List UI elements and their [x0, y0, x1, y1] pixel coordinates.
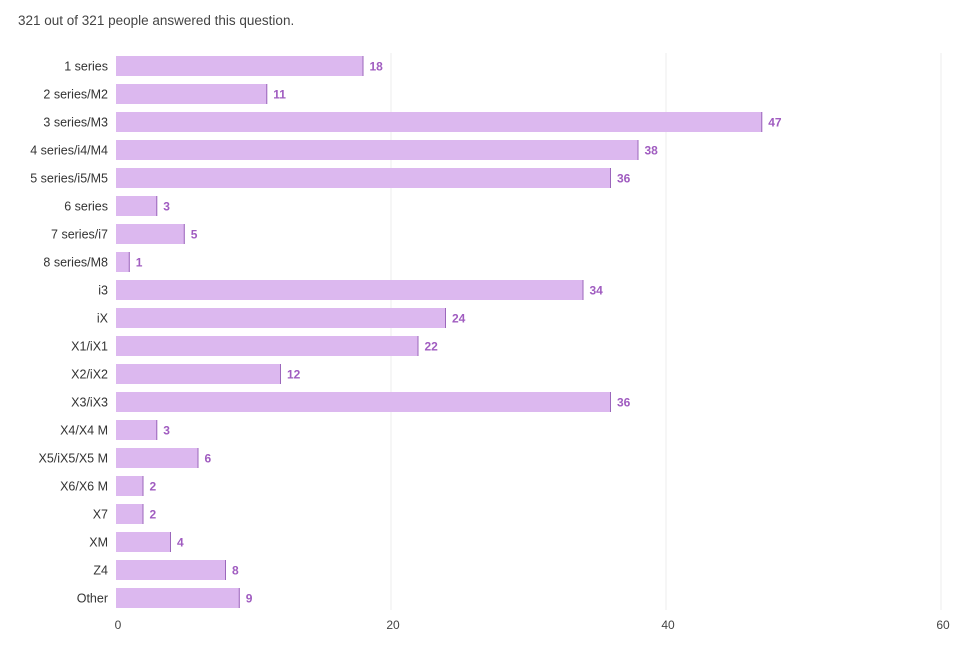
category-label: iX — [97, 312, 109, 326]
bar — [116, 504, 144, 524]
label-layer: 1 series 182 series/M2 113 series/M3 474 se… — [30, 60, 782, 606]
x-tick-label: 40 — [661, 618, 675, 632]
value-label: 9 — [246, 592, 253, 606]
bar — [116, 84, 268, 104]
value-label: 12 — [287, 368, 301, 382]
bar — [116, 280, 584, 300]
category-label: X7 — [93, 508, 108, 522]
bar — [116, 112, 763, 132]
value-label: 38 — [645, 144, 659, 158]
x-tick-label: 60 — [936, 618, 950, 632]
category-label: X2/iX2 — [71, 368, 108, 382]
category-label: i3 — [98, 284, 108, 298]
bar — [116, 392, 611, 412]
bar — [116, 308, 446, 328]
value-label: 22 — [425, 340, 439, 354]
category-label: X4/X4 M — [60, 424, 108, 438]
value-label: 3 — [163, 200, 170, 214]
category-label: X3/iX3 — [71, 396, 108, 410]
category-label: Other — [77, 592, 108, 606]
category-label: 7 series/i7 — [51, 228, 108, 242]
bar — [116, 140, 639, 160]
bar — [116, 420, 158, 440]
bar — [116, 532, 171, 552]
value-label: 34 — [590, 284, 604, 298]
value-label: 36 — [617, 396, 631, 410]
value-label: 36 — [617, 172, 631, 186]
category-label: X5/iX5/X5 M — [39, 452, 108, 466]
category-label: 6 series — [64, 200, 108, 214]
value-label: 47 — [768, 116, 782, 130]
category-label: 1 series — [64, 60, 108, 74]
response-summary: 321 out of 321 people answered this ques… — [18, 13, 295, 28]
category-label: X6/X6 M — [60, 480, 108, 494]
category-label: 2 series/M2 — [43, 88, 108, 102]
grid-layer — [390, 53, 942, 610]
value-label: 18 — [370, 60, 384, 74]
category-label: 3 series/M3 — [43, 116, 108, 130]
x-axis: 0 20 40 60 — [115, 618, 950, 632]
bar — [116, 364, 281, 384]
category-label: X1/iX1 — [71, 340, 108, 354]
category-label: 4 series/i4/M4 — [30, 144, 108, 158]
bar — [116, 560, 226, 580]
value-label: 2 — [150, 480, 157, 494]
category-label: Z4 — [93, 564, 108, 578]
value-label: 3 — [163, 424, 170, 438]
bar — [116, 56, 364, 76]
value-label: 1 — [136, 256, 143, 270]
bar — [116, 448, 199, 468]
bar — [116, 588, 240, 608]
value-label: 24 — [452, 312, 466, 326]
bar-layer — [116, 56, 763, 608]
x-tick-label: 20 — [386, 618, 400, 632]
bar — [116, 196, 158, 216]
bar — [116, 336, 419, 356]
value-label: 8 — [232, 564, 239, 578]
category-label: 5 series/i5/M5 — [30, 172, 108, 186]
bar — [116, 224, 185, 244]
bar — [116, 252, 130, 272]
bar — [116, 168, 611, 188]
value-label: 6 — [205, 452, 212, 466]
x-tick-label: 0 — [115, 618, 122, 632]
value-label: 5 — [191, 228, 198, 242]
bar — [116, 476, 144, 496]
category-label: 8 series/M8 — [43, 256, 108, 270]
category-label: XM — [89, 536, 108, 550]
value-label: 2 — [150, 508, 157, 522]
value-label: 4 — [177, 536, 184, 550]
value-label: 11 — [273, 88, 286, 102]
